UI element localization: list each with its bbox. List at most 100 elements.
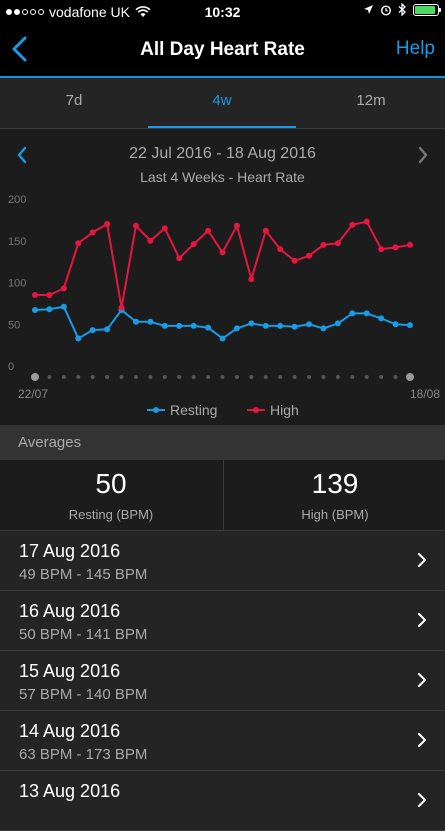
data-point-resting <box>378 315 385 322</box>
x-axis-tick <box>292 375 297 379</box>
data-point-high <box>306 252 313 259</box>
x-axis-tick <box>307 375 312 379</box>
data-point-high <box>277 246 284 253</box>
status-icons <box>363 3 441 16</box>
x-axis-tick <box>119 375 124 379</box>
list-item[interactable]: 15 Aug 2016 57 BPM - 140 BPM <box>0 651 445 711</box>
legend-marker <box>253 407 259 413</box>
data-point-resting <box>320 325 327 332</box>
data-point-resting <box>349 310 356 317</box>
carrier-name: vodafone UK <box>49 4 130 20</box>
data-point-resting <box>46 306 53 313</box>
x-axis-tick <box>61 375 66 379</box>
resting-average-label: Resting (BPM) <box>68 507 154 522</box>
data-point-high <box>147 237 154 244</box>
data-point-resting <box>248 320 255 327</box>
y-tick-label: 100 <box>8 278 26 290</box>
back-chevron-icon[interactable] <box>8 34 32 64</box>
chart-subtitle: Last 4 Weeks - Heart Rate <box>140 169 305 185</box>
day-bpm-range: 63 BPM - 173 BPM <box>19 746 148 763</box>
resting-average: 50 Resting (BPM) <box>0 460 222 530</box>
chart-panel: 22 Jul 2016 - 18 Aug 2016 Last 4 Weeks -… <box>0 129 445 425</box>
data-point-resting <box>60 303 67 310</box>
x-axis-tick <box>90 375 95 379</box>
x-axis-tick <box>133 375 138 379</box>
y-tick-label: 0 <box>8 361 14 373</box>
data-point-resting <box>291 323 298 330</box>
chevron-right-icon <box>418 733 426 747</box>
tab-4w[interactable]: 4w <box>148 78 296 128</box>
list-item[interactable]: 16 Aug 2016 50 BPM - 141 BPM <box>0 591 445 651</box>
daily-list: 17 Aug 2016 49 BPM - 145 BPM 16 Aug 2016… <box>0 531 445 831</box>
data-point-high <box>349 221 356 228</box>
high-average-label: High (BPM) <box>301 507 369 522</box>
page-title: All Day Heart Rate <box>140 39 305 60</box>
data-point-resting <box>161 322 168 329</box>
wifi-icon <box>135 6 151 17</box>
list-item[interactable]: 13 Aug 2016 <box>0 771 445 831</box>
x-axis-tick <box>364 375 369 379</box>
data-point-high <box>104 221 111 228</box>
high-average: 139 High (BPM) <box>223 460 445 530</box>
x-axis-tick <box>278 375 283 379</box>
chevron-right-icon <box>418 613 426 627</box>
data-point-high <box>190 241 197 248</box>
day-bpm-range: 49 BPM - 145 BPM <box>19 566 148 583</box>
data-point-high <box>118 304 125 311</box>
data-point-resting <box>132 318 139 325</box>
alarm-icon <box>380 4 392 16</box>
day-bpm-range: 50 BPM - 141 BPM <box>19 626 148 643</box>
y-tick-label: 200 <box>8 194 26 206</box>
high-average-value: 139 <box>311 468 359 499</box>
tab-7d[interactable]: 7d <box>65 92 83 109</box>
averages-panel: 50 Resting (BPM) 139 High (BPM) <box>0 460 445 531</box>
help-button[interactable]: Help <box>395 38 435 59</box>
x-axis-tick <box>76 375 81 379</box>
data-point-high <box>407 241 413 248</box>
x-axis-tick <box>263 375 268 379</box>
x-axis-tick <box>191 375 196 379</box>
data-point-resting <box>89 327 96 334</box>
x-axis-tick <box>105 375 110 379</box>
chevron-right-icon <box>418 553 426 567</box>
data-point-high <box>320 241 327 248</box>
list-item[interactable]: 17 Aug 2016 49 BPM - 145 BPM <box>0 531 445 591</box>
data-point-resting <box>147 318 154 325</box>
y-tick-label: 150 <box>8 236 26 248</box>
data-point-resting <box>262 322 269 329</box>
data-point-high <box>363 218 370 225</box>
day-date: 17 Aug 2016 <box>19 541 121 561</box>
data-point-resting <box>32 307 38 314</box>
x-start-label: 22/07 <box>18 387 48 401</box>
data-point-high <box>161 225 168 232</box>
data-point-resting <box>219 335 226 342</box>
tab-12m[interactable]: 12m <box>356 92 386 109</box>
chevron-right-icon <box>418 673 426 687</box>
data-point-resting <box>75 335 82 342</box>
data-point-high <box>334 240 341 247</box>
x-axis-tick <box>220 375 225 379</box>
carrier-group: vodafone UK <box>6 4 151 20</box>
data-point-high <box>89 229 96 236</box>
data-point-high <box>378 246 385 253</box>
signal-dots-icon <box>6 9 44 15</box>
x-axis-tick <box>406 373 414 381</box>
data-point-high <box>392 244 399 251</box>
data-point-high <box>32 292 38 299</box>
data-point-high <box>46 292 53 299</box>
battery-icon <box>413 3 441 16</box>
location-arrow-icon <box>364 5 373 14</box>
averages-heading: Averages <box>18 434 82 451</box>
data-point-resting <box>190 322 197 329</box>
list-item[interactable]: 14 Aug 2016 63 BPM - 173 BPM <box>0 711 445 771</box>
next-period-icon[interactable] <box>417 146 429 164</box>
x-axis-tick <box>335 375 340 379</box>
heart-rate-chart: 0 50 100 150 200 22/07 18/08 Resting High <box>8 194 440 418</box>
data-point-high <box>60 285 67 292</box>
data-point-high <box>132 222 139 229</box>
previous-period-icon[interactable] <box>16 146 28 164</box>
x-axis-tick <box>162 375 167 379</box>
day-bpm-range: 57 BPM - 140 BPM <box>19 686 148 703</box>
data-point-high <box>176 255 183 262</box>
data-point-resting <box>176 322 183 329</box>
